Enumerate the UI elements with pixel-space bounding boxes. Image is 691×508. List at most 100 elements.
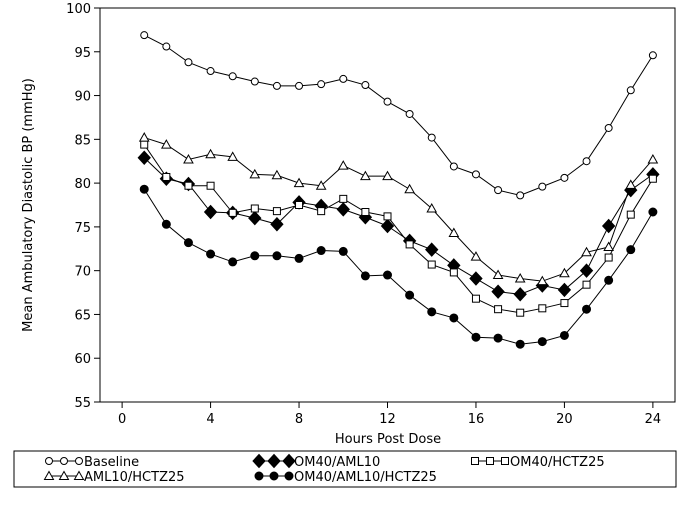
data-point-om40-aml10-hctz25 [604,275,614,285]
legend-marker [252,453,266,469]
data-point-om40-hctz25 [383,212,392,221]
x-tick-label: 4 [206,412,214,427]
series-aml10-hctz25 [138,132,659,286]
data-point-om40-hctz25 [604,253,613,262]
data-point-baseline [272,81,281,90]
data-point-baseline [184,58,193,67]
legend-marker [284,471,294,481]
data-point-om40-aml10-hctz25 [648,207,658,217]
legend-marker [60,457,68,465]
legend-label: OM40/AML10 [294,455,380,470]
data-point-om40-hctz25 [427,260,436,269]
data-point-om40-hctz25 [250,204,259,213]
data-point-om40-aml10 [380,218,395,234]
legend-label: AML10/HCTZ25 [84,470,185,485]
data-point-om40-hctz25 [228,208,237,217]
data-point-om40-aml10 [491,284,505,299]
data-point-aml10-hctz25 [205,148,216,159]
y-axis-title: Mean Ambulatory Diastolic BP (mmHg) [21,78,36,332]
data-point-aml10-hctz25 [404,183,415,194]
legend-label: OM40/AML10/HCTZ25 [294,470,437,485]
legend-item-om40-aml10: OM40/AML10 [252,453,380,470]
data-point-aml10-hctz25 [337,160,349,170]
data-point-aml10-hctz25 [492,269,504,280]
data-point-aml10-hctz25 [382,170,393,181]
x-tick-label: 20 [556,412,573,427]
series-baseline [140,31,657,200]
data-point-aml10-hctz25 [514,273,526,283]
data-point-aml10-hctz25 [603,241,615,252]
data-point-om40-aml10-hctz25 [559,330,569,340]
legend-marker [45,457,53,465]
legend-item-om40-hctz25: OM40/HCTZ25 [471,455,605,470]
data-point-baseline [604,123,613,132]
data-point-baseline [516,191,525,200]
data-point-baseline [295,81,304,90]
data-point-aml10-hctz25 [625,179,637,189]
data-point-om40-aml10 [425,242,439,257]
data-point-om40-aml10-hctz25 [515,339,525,349]
data-point-aml10-hctz25 [448,227,460,238]
data-point-aml10-hctz25 [293,177,305,188]
data-point-baseline [339,74,348,83]
series-line-om40-hctz25 [143,144,654,314]
data-point-om40-hctz25 [339,194,348,203]
data-point-om40-aml10-hctz25 [405,290,415,300]
data-point-baseline [162,42,171,51]
data-point-aml10-hctz25 [360,170,371,181]
data-point-aml10-hctz25 [160,139,172,149]
data-point-om40-aml10-hctz25 [449,313,459,323]
series-line-baseline [144,34,654,196]
data-point-baseline [471,170,480,179]
data-point-baseline [317,80,326,89]
data-point-aml10-hctz25 [138,132,150,142]
series-line-om40-aml10 [143,157,654,295]
data-point-om40-hctz25 [449,268,458,277]
data-point-baseline [626,86,635,95]
data-point-om40-aml10 [336,202,350,217]
plot-frame [99,7,676,403]
legend-marker [75,457,83,465]
data-point-om40-aml10 [557,282,572,298]
data-point-aml10-hctz25 [559,267,570,278]
data-point-om40-aml10-hctz25 [206,249,216,259]
data-point-aml10-hctz25 [315,180,327,190]
legend-marker [58,470,70,480]
y-ticks: 55 60 65 70 75 80 85 90 95 100 [66,2,100,411]
data-point-om40-hctz25 [206,181,215,190]
data-point-baseline [494,186,503,195]
data-point-om40-aml10-hctz25 [471,332,481,342]
y-tick-label: 60 [74,352,91,367]
legend-item-aml10-hctz25: AML10/HCTZ25 [43,470,185,485]
data-point-baseline [140,31,149,40]
data-point-baseline [427,133,436,142]
legend-marker [486,457,494,465]
y-tick-label: 100 [66,2,91,17]
data-point-om40-hctz25 [184,181,193,190]
data-point-aml10-hctz25 [227,151,239,161]
data-point-aml10-hctz25 [470,251,482,261]
data-point-om40-aml10 [469,271,483,286]
data-point-om40-aml10-hctz25 [626,245,636,255]
axes [99,7,676,403]
data-point-om40-hctz25 [648,174,657,183]
data-point-baseline [648,51,657,60]
data-point-om40-aml10 [270,217,284,232]
x-tick-label: 24 [645,412,662,427]
data-point-om40-hctz25 [560,299,569,308]
x-axis-title: Hours Post Dose [335,432,441,447]
series-group [137,31,660,349]
y-tick-label: 70 [74,265,91,280]
data-point-om40-hctz25 [140,140,149,149]
data-point-baseline [228,72,237,81]
data-point-om40-aml10-hctz25 [139,184,149,194]
legend-marker [471,457,479,465]
data-point-om40-hctz25 [405,240,414,249]
data-point-om40-aml10 [248,210,262,226]
y-tick-label: 90 [74,90,91,105]
legend-marker [254,471,264,481]
data-point-baseline [206,67,215,76]
data-point-om40-aml10-hctz25 [272,251,282,261]
data-point-om40-hctz25 [626,210,635,219]
data-point-om40-hctz25 [582,280,591,289]
